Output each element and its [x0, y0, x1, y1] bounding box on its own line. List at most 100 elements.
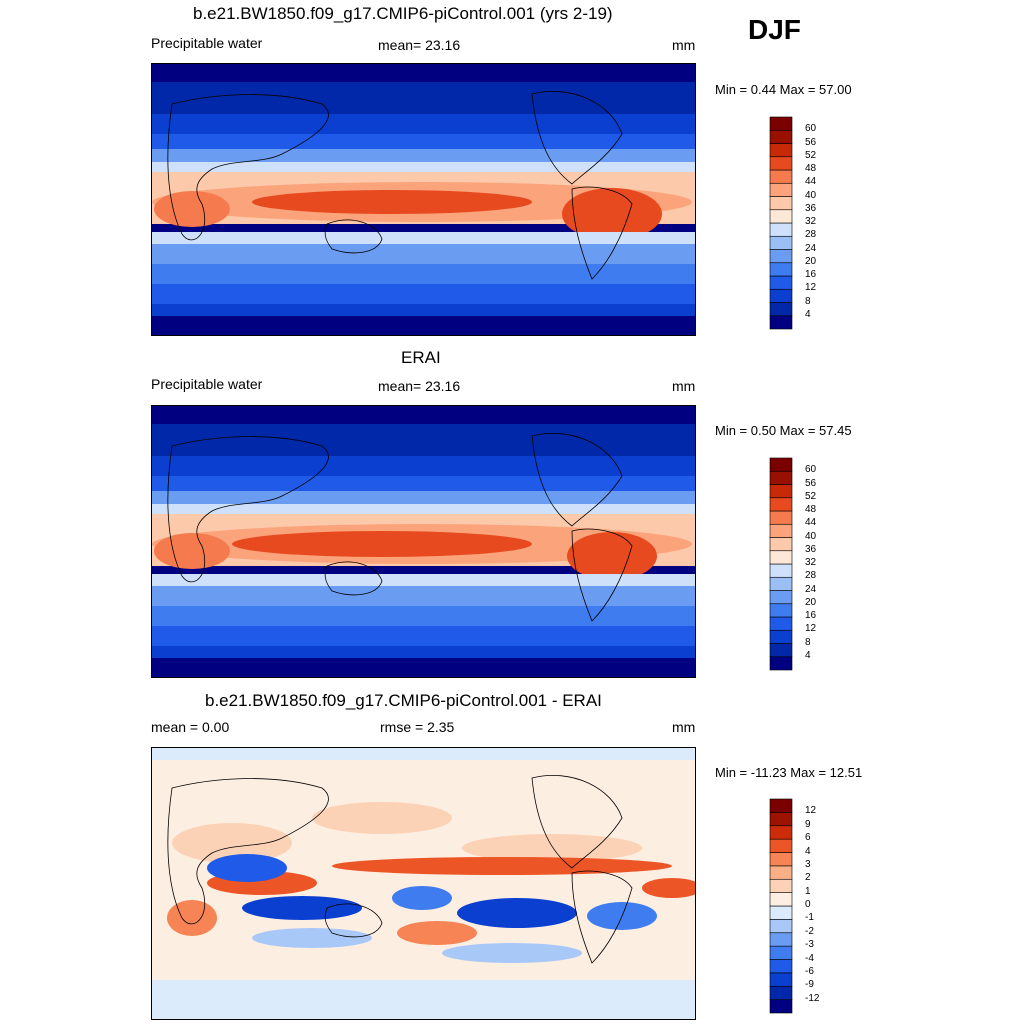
colorbar-swatch [769, 629, 793, 644]
colorbar-swatch [769, 550, 793, 565]
colorbar-swatch [769, 457, 793, 472]
colorbar-tick-label: 36 [805, 202, 817, 214]
panel3-map-svg [152, 748, 695, 1019]
colorbar-tick-label: 32 [805, 557, 817, 568]
panel3-colorbar: -12 -9 -6 -4 -3 -2 -1 0 1 2 3 4 6 9 12 [769, 798, 829, 1014]
colorbar-tick-label: 16 [805, 269, 817, 280]
colorbar-swatch [769, 470, 793, 485]
colorbar-swatch [769, 302, 793, 317]
colorbar-tick-label: 24 [805, 242, 817, 254]
colorbar-tick-label: 44 [805, 176, 817, 188]
colorbar-swatch [769, 616, 793, 631]
colorbar-swatch [769, 838, 793, 853]
panel1-minmax: Min = 0.44 Max = 57.00 [715, 82, 852, 97]
colorbar-swatch [769, 825, 793, 840]
colorbar-swatch [769, 116, 793, 131]
colorbar-swatch [769, 878, 793, 893]
panel2-colorbar: 4 8 12 16 20 24 28 32 36 40 44 48 52 56 60 [769, 457, 829, 671]
colorbar-tick-label: 44 [805, 517, 817, 529]
colorbar-swatch [769, 523, 793, 538]
colorbar-swatch [769, 563, 793, 578]
colorbar-swatch [769, 945, 793, 960]
panel3-rmse-label: rmse = 2.35 [380, 719, 455, 735]
colorbar-swatch [769, 288, 793, 303]
colorbar-svg [769, 798, 793, 1014]
colorbar-swatch [769, 249, 793, 264]
panel3-map [151, 747, 696, 1020]
colorbar-swatch [769, 129, 793, 144]
colorbar-tick-label: 48 [805, 163, 817, 174]
colorbar-swatch [769, 209, 793, 224]
colorbar-tick-label: 40 [805, 530, 817, 542]
colorbar-swatch [769, 972, 793, 987]
panel2-minmax: Min = 0.50 Max = 57.45 [715, 423, 852, 438]
panel1-map-svg [152, 64, 695, 335]
colorbar-tick-label: 8 [805, 295, 811, 307]
colorbar-swatch [769, 222, 793, 237]
colorbar-svg [769, 116, 793, 330]
colorbar-tick-label: 56 [805, 136, 817, 148]
panel2-mean-label: mean= 23.16 [378, 378, 461, 394]
colorbar-tick-label: 36 [805, 543, 817, 555]
colorbar-swatch [769, 959, 793, 974]
colorbar-tick-label: 60 [805, 464, 817, 476]
colorbar-tick-label: 12 [805, 805, 817, 817]
colorbar-swatch [769, 892, 793, 907]
colorbar-swatch [769, 235, 793, 250]
colorbar-tick-label: -6 [805, 965, 814, 977]
colorbar-tick-label: 24 [805, 583, 817, 595]
colorbar-tick-label: -3 [805, 939, 814, 951]
panel3-units-label: mm [672, 719, 696, 735]
panel1-colorbar: 4 8 12 16 20 24 28 32 36 40 44 48 52 56 60 [769, 116, 829, 330]
colorbar-tick-label: 52 [805, 490, 817, 502]
panel2-title: ERAI [401, 348, 441, 367]
colorbar-swatch [769, 484, 793, 499]
colorbar-tick-label: 20 [805, 255, 817, 267]
colorbar-tick-label: 6 [805, 832, 811, 844]
colorbar-tick-label: 4 [805, 845, 811, 857]
colorbar-swatch [769, 798, 793, 813]
colorbar-swatch [769, 919, 793, 934]
colorbar-swatch [769, 537, 793, 552]
colorbar-tick-label: -12 [805, 992, 820, 1004]
panel3-title: b.e21.BW1850.f09_g17.CMIP6-piControl.001… [205, 691, 602, 710]
colorbar-swatch [769, 852, 793, 867]
colorbar-swatch [769, 603, 793, 618]
colorbar-swatch [769, 590, 793, 605]
colorbar-swatch [769, 497, 793, 512]
colorbar-tick-label: 28 [805, 570, 817, 582]
colorbar-swatch [769, 932, 793, 947]
panel1-map [151, 63, 696, 336]
colorbar-tick-label: 0 [805, 899, 811, 910]
colorbar-swatch [769, 196, 793, 211]
colorbar-tick-label: 12 [805, 623, 817, 635]
colorbar-tick-label: 20 [805, 596, 817, 608]
colorbar-tick-label: 3 [805, 858, 811, 870]
season-label: DJF [748, 14, 801, 45]
colorbar-swatch [769, 510, 793, 525]
colorbar-swatch [769, 143, 793, 158]
colorbar-tick-label: 4 [805, 308, 811, 320]
panel2-map [151, 405, 696, 678]
panel3-minmax: Min = -11.23 Max = 12.51 [715, 765, 863, 780]
colorbar-tick-label: 52 [805, 149, 817, 161]
panel2-variable-label: Precipitable water [151, 376, 263, 392]
colorbar-tick-label: 4 [805, 649, 811, 661]
colorbar-svg [769, 457, 793, 671]
colorbar-swatch [769, 656, 793, 671]
colorbar-tick-label: -1 [805, 912, 814, 924]
colorbar-tick-label: 8 [805, 636, 811, 648]
colorbar-tick-label: 9 [805, 818, 811, 830]
colorbar-tick-label: 32 [805, 216, 817, 227]
colorbar-swatch [769, 812, 793, 827]
panel2-map-svg [152, 406, 695, 677]
colorbar-swatch [769, 262, 793, 277]
colorbar-tick-label: 60 [805, 123, 817, 135]
colorbar-swatch [769, 985, 793, 1000]
colorbar-tick-label: 12 [805, 282, 817, 294]
colorbar-swatch [769, 315, 793, 330]
panel1-units-label: mm [672, 37, 696, 53]
colorbar-tick-label: 16 [805, 610, 817, 621]
colorbar-swatch [769, 182, 793, 197]
colorbar-tick-label: -2 [805, 925, 814, 937]
